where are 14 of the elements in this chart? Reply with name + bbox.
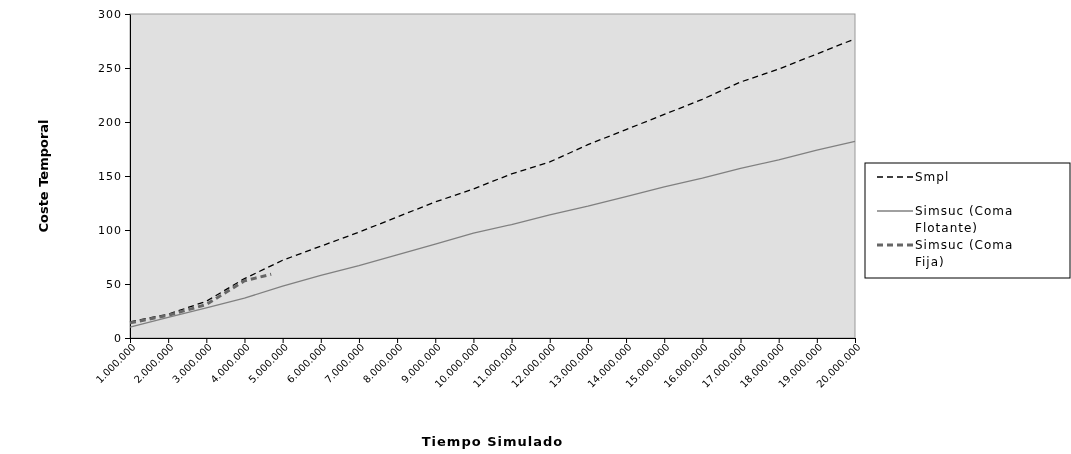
y-tick-label: 100 [98,224,122,238]
legend-label: Simsuc (Coma Fija) [915,238,1014,269]
y-tick-label: 200 [98,116,122,130]
y-tick-label: 50 [106,278,122,292]
line-series [128,272,273,325]
x-axis-title: Tiempo Simulado [421,434,564,449]
y-axis-title: Coste Temporal [36,119,51,233]
line-series [129,140,856,328]
y-tick-label: 150 [98,170,122,184]
y-tick-label: 300 [98,8,122,22]
y-tick-label: 250 [98,62,122,76]
legend-label: Smpl [915,170,950,184]
y-tick-label: 0 [114,332,122,346]
legend-label: Simsuc (Coma Flotante) [915,204,1014,235]
